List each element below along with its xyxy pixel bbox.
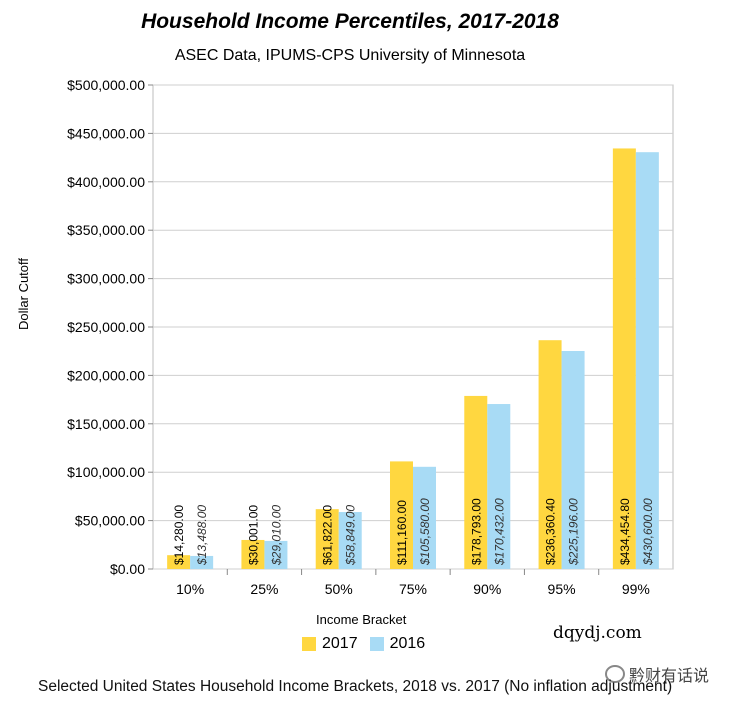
bar-2017 [464,395,488,569]
x-tick-label: 25% [250,581,278,597]
data-label-2016: $13,488.00 [195,505,209,566]
data-label-2016: $170,432.00 [492,498,506,566]
x-axis-label: Income Bracket [316,612,407,627]
bar-2016 [264,540,288,569]
x-tick-label: 99% [622,581,650,597]
y-axis-label: Dollar Cutoff [16,257,31,330]
bar-2016 [413,466,436,569]
bar-2016 [487,404,511,569]
data-label-2017: $434,454.80 [618,498,632,565]
x-tick-label: 90% [473,581,501,597]
data-label-2017: $178,793.00 [469,498,483,565]
y-tick-label: $300,000.00 [67,271,145,287]
data-label-2016: $225,196.00 [567,498,581,566]
legend-item-2017: 2017 [302,635,358,653]
watermark-wechat: 黔财有话说 [605,662,709,686]
x-tick-label: 10% [176,581,204,597]
chart-title: Household Income Percentiles, 2017-2018 [141,10,559,33]
y-tick-label: $450,000.00 [67,125,145,141]
bar-2017 [241,539,265,569]
legend-label-2016: 2016 [389,635,426,652]
bar-2017 [538,340,562,569]
data-label-2017: $61,822.00 [321,505,335,565]
data-label-2017: $236,360.40 [544,498,558,565]
bar-2017 [315,509,339,569]
legend-swatch-2016 [369,637,384,651]
data-label-2016: $58,849.00 [344,505,358,566]
y-tick-label: $250,000.00 [67,319,145,335]
legend-label-2017: 2017 [322,635,358,652]
data-label-2017: $111,160.00 [395,500,409,565]
data-label-2017: $14,280.00 [172,505,186,565]
legend: 2017 2016 [302,635,431,653]
wechat-icon [605,665,625,683]
x-tick-label: 75% [399,581,427,597]
data-label-2016: $105,580.00 [418,498,432,566]
y-tick-label: $50,000.00 [75,513,145,529]
x-tick-label: 95% [548,581,576,597]
y-tick-label: $400,000.00 [67,174,145,190]
watermark-wechat-text: 黔财有话说 [629,668,710,685]
legend-swatch-2017 [302,637,316,651]
bar-2017 [612,148,636,569]
bar-2016 [190,555,214,569]
bar-2016 [338,512,362,569]
data-label-2016: $29,010.00 [269,505,283,566]
bar-2017 [390,461,413,569]
chart-subtitle: ASEC Data, IPUMS-CPS University of Minne… [174,47,526,64]
x-tick-label: 50% [325,581,353,597]
data-label-2017: $30,001.00 [246,505,260,565]
data-label-2016: $430,600.00 [641,498,655,566]
bar-2016 [635,152,659,569]
y-tick-label: $0.00 [110,561,145,577]
y-tick-label: $500,000.00 [67,77,145,93]
y-tick-label: $100,000.00 [67,464,145,480]
legend-item-2016: 2016 [369,635,426,653]
y-tick-label: $150,000.00 [67,416,145,432]
bar-2017 [167,555,191,569]
bar-2016 [561,351,585,569]
y-tick-label: $200,000.00 [67,367,145,383]
watermark-site: dqydj.com [553,623,642,643]
y-tick-label: $350,000.00 [67,222,145,238]
footer-caption: Selected United States Household Income … [38,678,673,695]
